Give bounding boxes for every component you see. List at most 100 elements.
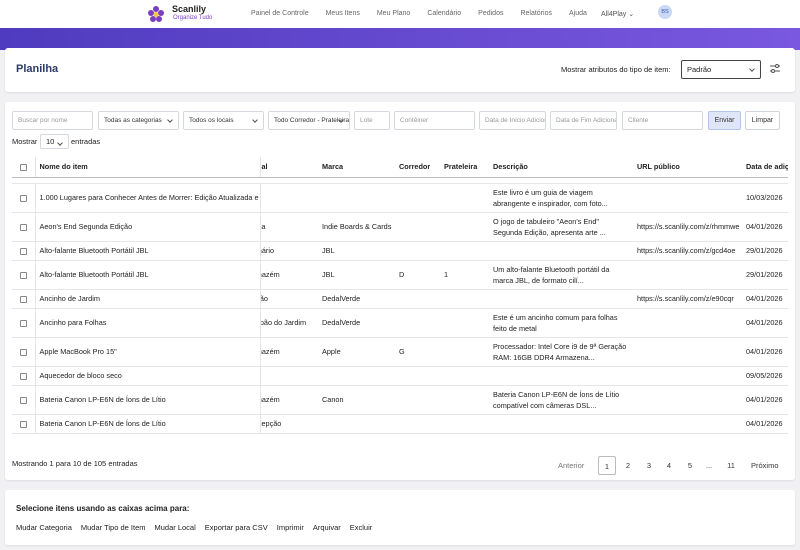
- table-cell: Armário: [260, 241, 318, 261]
- column-header[interactable]: Marca: [318, 157, 395, 178]
- nav-link[interactable]: Meus Itens: [325, 10, 360, 17]
- bulk-action[interactable]: Arquivar: [312, 523, 341, 532]
- page-link[interactable]: ...: [705, 461, 713, 470]
- row-select-cell: [12, 366, 36, 386]
- category-select[interactable]: Todas as categorias: [98, 111, 179, 130]
- row-checkbox[interactable]: [19, 223, 27, 231]
- top-bar: Scanlily Organize Tudo Painel de Control…: [0, 0, 800, 28]
- page-link[interactable]: 5: [687, 461, 693, 470]
- column-header[interactable]: Local: [260, 157, 318, 178]
- avatar[interactable]: BS: [658, 5, 672, 19]
- table-cell: D: [395, 260, 440, 290]
- table-cell: [260, 183, 318, 213]
- row-select-cell: [12, 337, 36, 367]
- column-header[interactable]: Corredor: [395, 157, 440, 178]
- table-cell: [633, 260, 742, 290]
- column-header[interactable]: Descrição: [489, 157, 633, 178]
- length-label: Mostrar: [12, 137, 38, 146]
- table-cell: Indie Boards & Cards: [318, 212, 395, 242]
- table-cell: 04/01/2026: [742, 308, 788, 338]
- table-cell: O jogo de tabuleiro "Aeon's End" Segunda…: [489, 212, 633, 242]
- date-to-input[interactable]: Data de Fim Adicionado: [550, 111, 617, 130]
- table-card: Buscar por nome Todas as categorias Todo…: [5, 102, 795, 480]
- nav-link[interactable]: Calendário: [427, 10, 462, 17]
- table-cell: DedalVerde: [318, 308, 395, 338]
- table-cell: DedalVerde: [318, 289, 395, 309]
- bulk-action[interactable]: Mudar Categoria: [16, 523, 72, 532]
- account-menu[interactable]: All4Play ⌄: [601, 11, 635, 18]
- table-cell: [395, 414, 440, 434]
- location-select[interactable]: Todos os locais: [183, 111, 264, 130]
- table-row: 1.000 Lugares para Conhecer Antes de Mor…: [12, 183, 788, 213]
- bulk-action[interactable]: Mudar Tipo de Item: [80, 523, 146, 532]
- aisle-select[interactable]: Todo Corredor - Prateleira: [268, 111, 350, 130]
- row-checkbox[interactable]: [19, 319, 27, 327]
- table-cell: [440, 366, 489, 386]
- table-cell: 29/01/2026: [742, 260, 788, 290]
- row-checkbox[interactable]: [19, 271, 27, 279]
- table-cell: Um alto-falante Bluetooth portátil da ma…: [489, 260, 633, 290]
- column-header[interactable]: Nome do item: [35, 157, 261, 178]
- table-cell: [395, 241, 440, 261]
- row-checkbox[interactable]: [19, 372, 27, 380]
- header-band: [0, 28, 800, 50]
- table-cell: [440, 337, 489, 367]
- next-page[interactable]: Próximo: [751, 461, 779, 470]
- table-row: Alto-falante Bluetooth Portátil JBLArmaz…: [12, 260, 788, 290]
- table-cell: Bateria Canon LP-E6N de Íons de Lítio co…: [489, 385, 633, 415]
- page-link[interactable]: 1: [598, 456, 616, 475]
- row-checkbox[interactable]: [19, 295, 27, 303]
- table-cell: 29/01/2026: [742, 241, 788, 261]
- table-cell: Ancinho de Jardim: [35, 289, 261, 309]
- page-link[interactable]: 2: [625, 461, 631, 470]
- header-row: Nome do itemLocalMarcaCorredorPrateleira…: [12, 157, 788, 178]
- search-input[interactable]: Buscar por nome: [12, 111, 93, 130]
- date-from-input[interactable]: Data de Início Adicionado: [479, 111, 546, 130]
- column-header[interactable]: Data de adição: [742, 157, 788, 178]
- length-select[interactable]: 10: [40, 134, 69, 149]
- attr-label: Mostrar atributos do tipo de item:: [561, 65, 671, 74]
- nav-link[interactable]: Meu Plano: [376, 10, 411, 17]
- page-link[interactable]: 11: [727, 461, 735, 470]
- client-input[interactable]: Cliente: [622, 111, 703, 130]
- settings-icon[interactable]: [769, 63, 781, 75]
- bulk-action[interactable]: Exportar para CSV: [204, 523, 268, 532]
- table-cell: Armazém: [260, 385, 318, 415]
- table-cell: Armazém: [260, 260, 318, 290]
- bulk-action[interactable]: Imprimir: [276, 523, 304, 532]
- lot-input[interactable]: Lote: [354, 111, 390, 130]
- select-all-checkbox[interactable]: [19, 163, 27, 171]
- row-checkbox[interactable]: [19, 420, 27, 428]
- row-checkbox[interactable]: [19, 396, 27, 404]
- row-checkbox[interactable]: [19, 194, 27, 202]
- table-cell: Apple: [318, 337, 395, 367]
- column-header[interactable]: URL público: [633, 157, 742, 178]
- table-cell: [440, 414, 489, 434]
- table-cell: 10/03/2026: [742, 183, 788, 213]
- nav-link[interactable]: Pedidos: [478, 10, 504, 17]
- column-header[interactable]: Prateleira: [440, 157, 489, 178]
- clear-button[interactable]: Limpar: [745, 111, 780, 130]
- bulk-action[interactable]: Excluir: [349, 523, 373, 532]
- nav-link[interactable]: Relatórios: [520, 10, 552, 17]
- table-cell: https://s.scanlily.com/z/rhmmwe: [633, 212, 742, 242]
- tagline: Organize Tudo: [173, 15, 213, 21]
- table-row: Bateria Canon LP-E6N de Íons de LítioRec…: [12, 414, 788, 434]
- table-cell: [633, 385, 742, 415]
- row-checkbox[interactable]: [19, 247, 27, 255]
- table-cell: Este livro é um guia de viagem abrangent…: [489, 183, 633, 213]
- row-checkbox[interactable]: [19, 348, 27, 356]
- table-cell: G: [395, 337, 440, 367]
- bulk-action[interactable]: Mudar Local: [154, 523, 196, 532]
- attr-select[interactable]: Padrão: [681, 60, 761, 79]
- nav-link[interactable]: Ajuda: [568, 10, 587, 17]
- table-cell: 1: [440, 260, 489, 290]
- nav-link[interactable]: Painel de Controle: [251, 10, 309, 17]
- prev-page[interactable]: Anterior: [558, 461, 585, 470]
- container-input[interactable]: Contêiner: [394, 111, 475, 130]
- page-link[interactable]: 3: [646, 461, 652, 470]
- table-cell: https://s.scanlily.com/z/e90cqr: [633, 289, 742, 309]
- page-link[interactable]: 4: [666, 461, 672, 470]
- submit-button[interactable]: Enviar: [708, 111, 741, 130]
- table-cell: Alto-falante Bluetooth Portátil JBL: [35, 241, 261, 261]
